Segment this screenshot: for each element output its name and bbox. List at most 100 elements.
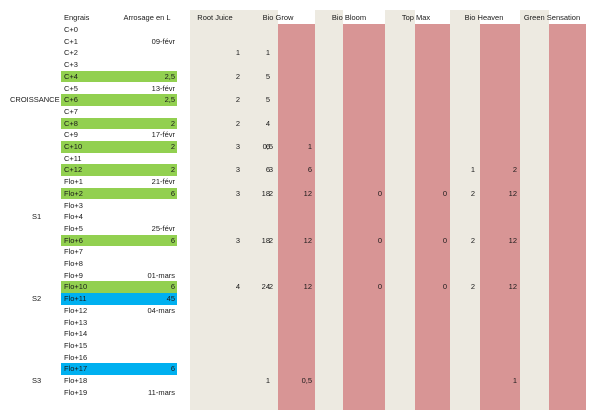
product-dose-cell[interactable]: 18 xyxy=(261,188,270,198)
product-dose-cell[interactable]: 0 xyxy=(442,282,447,292)
product-quantity-cell[interactable]: 2 xyxy=(470,282,475,292)
watering-cell[interactable]: 01-mars xyxy=(147,270,175,280)
row-label[interactable]: C+5 xyxy=(64,83,78,93)
row-label[interactable]: C+8 xyxy=(64,118,78,128)
product-quantity-cell[interactable]: 2 xyxy=(235,71,240,81)
watering-cell[interactable]: 13-févr xyxy=(151,83,175,93)
row-label[interactable]: Flo+17 xyxy=(64,364,88,374)
product-dose-cell[interactable]: 5 xyxy=(265,71,270,81)
product-dose-cell[interactable]: 2 xyxy=(512,165,517,175)
product-dose-cell[interactable]: 1 xyxy=(512,376,517,385)
product-quantity-cell[interactable]: 3 xyxy=(235,165,240,175)
row-label[interactable]: Flo+3 xyxy=(64,200,83,210)
product-quantity-cell[interactable]: 2 xyxy=(268,282,273,292)
product-quantity-cell[interactable]: 1 xyxy=(470,165,475,175)
product-dose-cell[interactable]: 18 xyxy=(261,235,270,245)
product-dose-cell[interactable]: 24 xyxy=(261,282,270,292)
product-quantity-cell[interactable]: 0,5 xyxy=(262,142,273,151)
row-label[interactable]: Flo+13 xyxy=(64,317,88,327)
row-label[interactable]: Flo+18 xyxy=(64,376,88,385)
watering-cell[interactable]: 2,5 xyxy=(164,71,175,81)
product-quantity-cell[interactable]: 1 xyxy=(235,48,240,58)
product-dose-cell[interactable]: 6 xyxy=(265,142,270,151)
row-label[interactable]: Flo+7 xyxy=(64,247,83,257)
product-dose-column xyxy=(415,24,450,410)
product-dose-cell[interactable]: 1 xyxy=(265,376,270,385)
product-dose-cell[interactable]: 0 xyxy=(377,235,382,245)
watering-cell[interactable]: 04-mars xyxy=(147,305,175,315)
product-quantity-cell[interactable]: 2 xyxy=(470,188,475,198)
product-dose-cell[interactable]: 1 xyxy=(307,142,312,151)
row-label[interactable]: C+4 xyxy=(64,71,78,81)
row-label[interactable]: Flo+9 xyxy=(64,270,83,280)
product-dose-cell[interactable]: 12 xyxy=(508,188,517,198)
row-label[interactable]: Flo+15 xyxy=(64,340,88,350)
product-quantity-cell[interactable]: 4 xyxy=(235,282,240,292)
product-dose-cell[interactable]: 1 xyxy=(265,48,270,58)
product-dose-cell[interactable]: 0 xyxy=(377,188,382,198)
watering-cell[interactable]: 2 xyxy=(170,165,175,175)
row-label[interactable]: Flo+19 xyxy=(64,387,88,397)
row-label[interactable]: C+7 xyxy=(64,106,78,116)
row-label[interactable]: C+3 xyxy=(64,60,78,70)
row-label[interactable]: C+12 xyxy=(64,165,83,175)
row-label[interactable]: C+9 xyxy=(64,130,78,140)
watering-cell[interactable]: 09-févr xyxy=(151,36,175,46)
product-dose-cell[interactable]: 0 xyxy=(442,188,447,198)
product-dose-cell[interactable]: 0,5 xyxy=(301,376,312,385)
product-dose-cell[interactable]: 12 xyxy=(303,282,312,292)
product-quantity-cell[interactable]: 2 xyxy=(470,235,475,245)
watering-cell[interactable]: 6 xyxy=(170,235,175,245)
row-label[interactable]: Flo+4 xyxy=(64,212,83,222)
product-dose-cell[interactable]: 6 xyxy=(265,165,270,175)
product-quantity-cell[interactable]: 2 xyxy=(268,188,273,198)
row-label[interactable]: C+11 xyxy=(64,153,82,163)
watering-cell[interactable]: 2 xyxy=(170,142,175,151)
row-label[interactable]: C+2 xyxy=(64,48,78,58)
row-label[interactable]: C+10 xyxy=(64,142,83,151)
product-quantity-cell[interactable]: 3 xyxy=(235,235,240,245)
product-dose-cell[interactable]: 12 xyxy=(303,188,312,198)
row-label[interactable]: C+0 xyxy=(64,25,78,34)
watering-cell[interactable]: 6 xyxy=(170,364,175,374)
row-label[interactable]: Flo+10 xyxy=(64,282,88,292)
row-label[interactable]: Flo+5 xyxy=(64,223,83,233)
product-dose-cell[interactable]: 5 xyxy=(265,95,270,105)
product-dose-cell[interactable]: 12 xyxy=(303,235,312,245)
row-label[interactable]: Flo+1 xyxy=(64,177,83,187)
row-label[interactable]: Flo+16 xyxy=(64,352,88,362)
product-quantity-cell[interactable]: 3 xyxy=(235,142,240,151)
product-column-band xyxy=(245,10,278,410)
row-label[interactable]: C+6 xyxy=(64,95,78,105)
watering-cell[interactable]: 17-févr xyxy=(151,130,175,140)
section-label: S1 xyxy=(32,212,42,222)
watering-cell[interactable]: 6 xyxy=(170,188,175,198)
product-quantity-cell[interactable]: 2 xyxy=(235,118,240,128)
row-label[interactable]: Flo+14 xyxy=(64,329,88,339)
product-quantity-cell[interactable]: 3 xyxy=(235,188,240,198)
watering-cell[interactable]: 11-mars xyxy=(148,387,175,397)
row-label[interactable]: Flo+11 xyxy=(64,294,87,304)
header-product: Top Max xyxy=(401,13,431,22)
watering-cell[interactable]: 6 xyxy=(170,282,175,292)
product-dose-cell[interactable]: 12 xyxy=(508,235,517,245)
row-label[interactable]: C+1 xyxy=(64,36,78,46)
product-quantity-cell[interactable]: 2 xyxy=(268,235,273,245)
product-dose-cell[interactable]: 4 xyxy=(265,118,270,128)
watering-cell[interactable]: 2,5 xyxy=(164,95,175,105)
watering-cell[interactable]: 21-févr xyxy=(151,177,175,187)
watering-cell[interactable]: 25-févr xyxy=(151,223,175,233)
row-label[interactable]: Flo+8 xyxy=(64,259,83,268)
product-dose-cell[interactable]: 6 xyxy=(307,165,312,175)
product-quantity-cell[interactable]: 2 xyxy=(235,95,240,105)
product-dose-cell[interactable]: 0 xyxy=(442,235,447,245)
product-dose-cell[interactable]: 0 xyxy=(377,282,382,292)
watering-cell[interactable]: 2 xyxy=(170,118,175,128)
row-label[interactable]: Flo+2 xyxy=(64,188,83,198)
row-label[interactable]: Flo+12 xyxy=(64,305,88,315)
watering-cell[interactable]: 45 xyxy=(166,294,175,304)
product-dose-cell[interactable]: 12 xyxy=(508,282,517,292)
header-product: Bio Grow xyxy=(262,13,294,22)
product-quantity-cell[interactable]: 3 xyxy=(268,165,273,175)
row-label[interactable]: Flo+6 xyxy=(64,235,83,245)
